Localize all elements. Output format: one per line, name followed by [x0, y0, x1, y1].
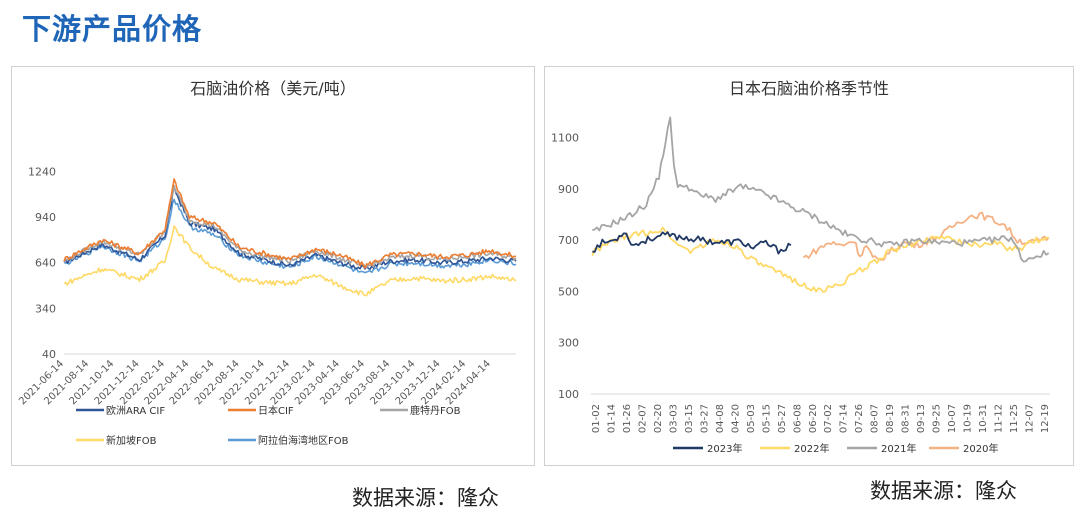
legend-label: 鹿特丹FOB	[410, 404, 461, 417]
x-tick-label: 10-19	[963, 404, 974, 433]
japan-seasonality-chart: 日本石脑油价格季节性 100 300 500 700 900 1100 01-02 01-14…	[551, 79, 1051, 455]
x-tick-label: 09-25	[932, 404, 943, 433]
series-line	[802, 211, 1050, 261]
chart-panel-japan-seasonality: 日本石脑油价格季节性 100 300 500 700 900 1100 01-02 01-14…	[544, 66, 1074, 466]
x-tick-label: 04-20	[730, 404, 741, 433]
y-tick-label: 340	[35, 302, 56, 315]
x-tick-label: 07-26	[854, 404, 865, 433]
x-tick-label: 01-26	[622, 404, 633, 433]
y-tick-label: 940	[35, 211, 56, 224]
y-tick-label: 300	[558, 337, 579, 350]
series-line	[592, 231, 792, 255]
y-tick-label: 900	[558, 183, 579, 196]
y-tick-label: 500	[558, 285, 579, 298]
legend-label: 阿拉伯海湾地区FOB	[258, 434, 349, 447]
x-tick-label: 12-19	[1040, 404, 1051, 433]
y-tick-label: 100	[558, 388, 579, 401]
x-tick-label: 05-27	[777, 404, 788, 433]
x-tick-label: 06-08	[792, 404, 803, 433]
legend-label: 2020年	[963, 442, 998, 455]
legend-label: 2022年	[794, 442, 829, 455]
y-tick-label: 40	[42, 348, 56, 361]
legend-label: 2021年	[881, 442, 916, 455]
legend-label: 日本CIF	[258, 404, 294, 417]
y-tick-label: 1100	[551, 132, 579, 145]
x-tick-label: 07-02	[823, 404, 834, 433]
x-tick-label: 10-31	[978, 404, 989, 433]
x-tick-label: 03-03	[668, 404, 679, 433]
data-source-right: 数据来源：隆众	[870, 479, 1017, 503]
series-line	[63, 225, 517, 297]
series-line	[63, 184, 517, 270]
legend-label: 新加坡FOB	[106, 434, 157, 447]
x-tick-label: 02-20	[653, 404, 664, 433]
series-line	[63, 185, 517, 268]
x-tick-label: 11-12	[994, 404, 1005, 433]
y-tick-label: 700	[558, 234, 579, 247]
x-tick-label: 05-15	[761, 404, 772, 433]
series-line	[591, 226, 1049, 293]
x-tick-label: 08-19	[885, 404, 896, 433]
x-tick-label: 04-08	[715, 404, 726, 433]
legend-label: 欧洲ARA CIF	[106, 405, 165, 417]
chart-panel-naphtha-price: 石脑油价格（美元/吨） 40 340 640 940 1240 2021-06-14 202…	[11, 66, 535, 466]
y-tick-label: 640	[35, 257, 56, 270]
x-tick-label: 07-14	[839, 404, 850, 433]
legend-label: 2023年	[707, 442, 742, 455]
page-title: 下游产品价格	[22, 12, 203, 46]
x-tick-label: 09-13	[916, 404, 927, 433]
x-tick-label: 08-07	[870, 404, 881, 433]
chart-title: 日本石脑油价格季节性	[729, 79, 889, 98]
naphtha-price-chart: 石脑油价格（美元/吨） 4034064094012402021-06-14202…	[17, 79, 517, 447]
x-tick-label: 03-15	[684, 404, 695, 433]
x-tick-label: 08-31	[901, 404, 912, 433]
x-tick-label: 10-07	[947, 404, 958, 433]
x-tick-label: 05-03	[746, 404, 757, 433]
x-tick-label: 06-20	[808, 404, 819, 433]
x-tick-label: 01-14	[606, 404, 617, 433]
x-tick-label: 02-07	[637, 404, 648, 433]
series-line	[592, 116, 1050, 263]
data-source-left: 数据来源：隆众	[352, 486, 499, 510]
series-line	[63, 178, 517, 269]
y-tick-label: 1240	[28, 165, 56, 178]
chart-title: 石脑油价格（美元/吨）	[190, 79, 355, 98]
x-tick-label: 11-25	[1009, 404, 1020, 433]
x-tick-label: 01-02	[591, 404, 602, 433]
x-tick-label: 12-07	[1025, 404, 1036, 433]
x-tick-label: 03-27	[699, 404, 710, 433]
